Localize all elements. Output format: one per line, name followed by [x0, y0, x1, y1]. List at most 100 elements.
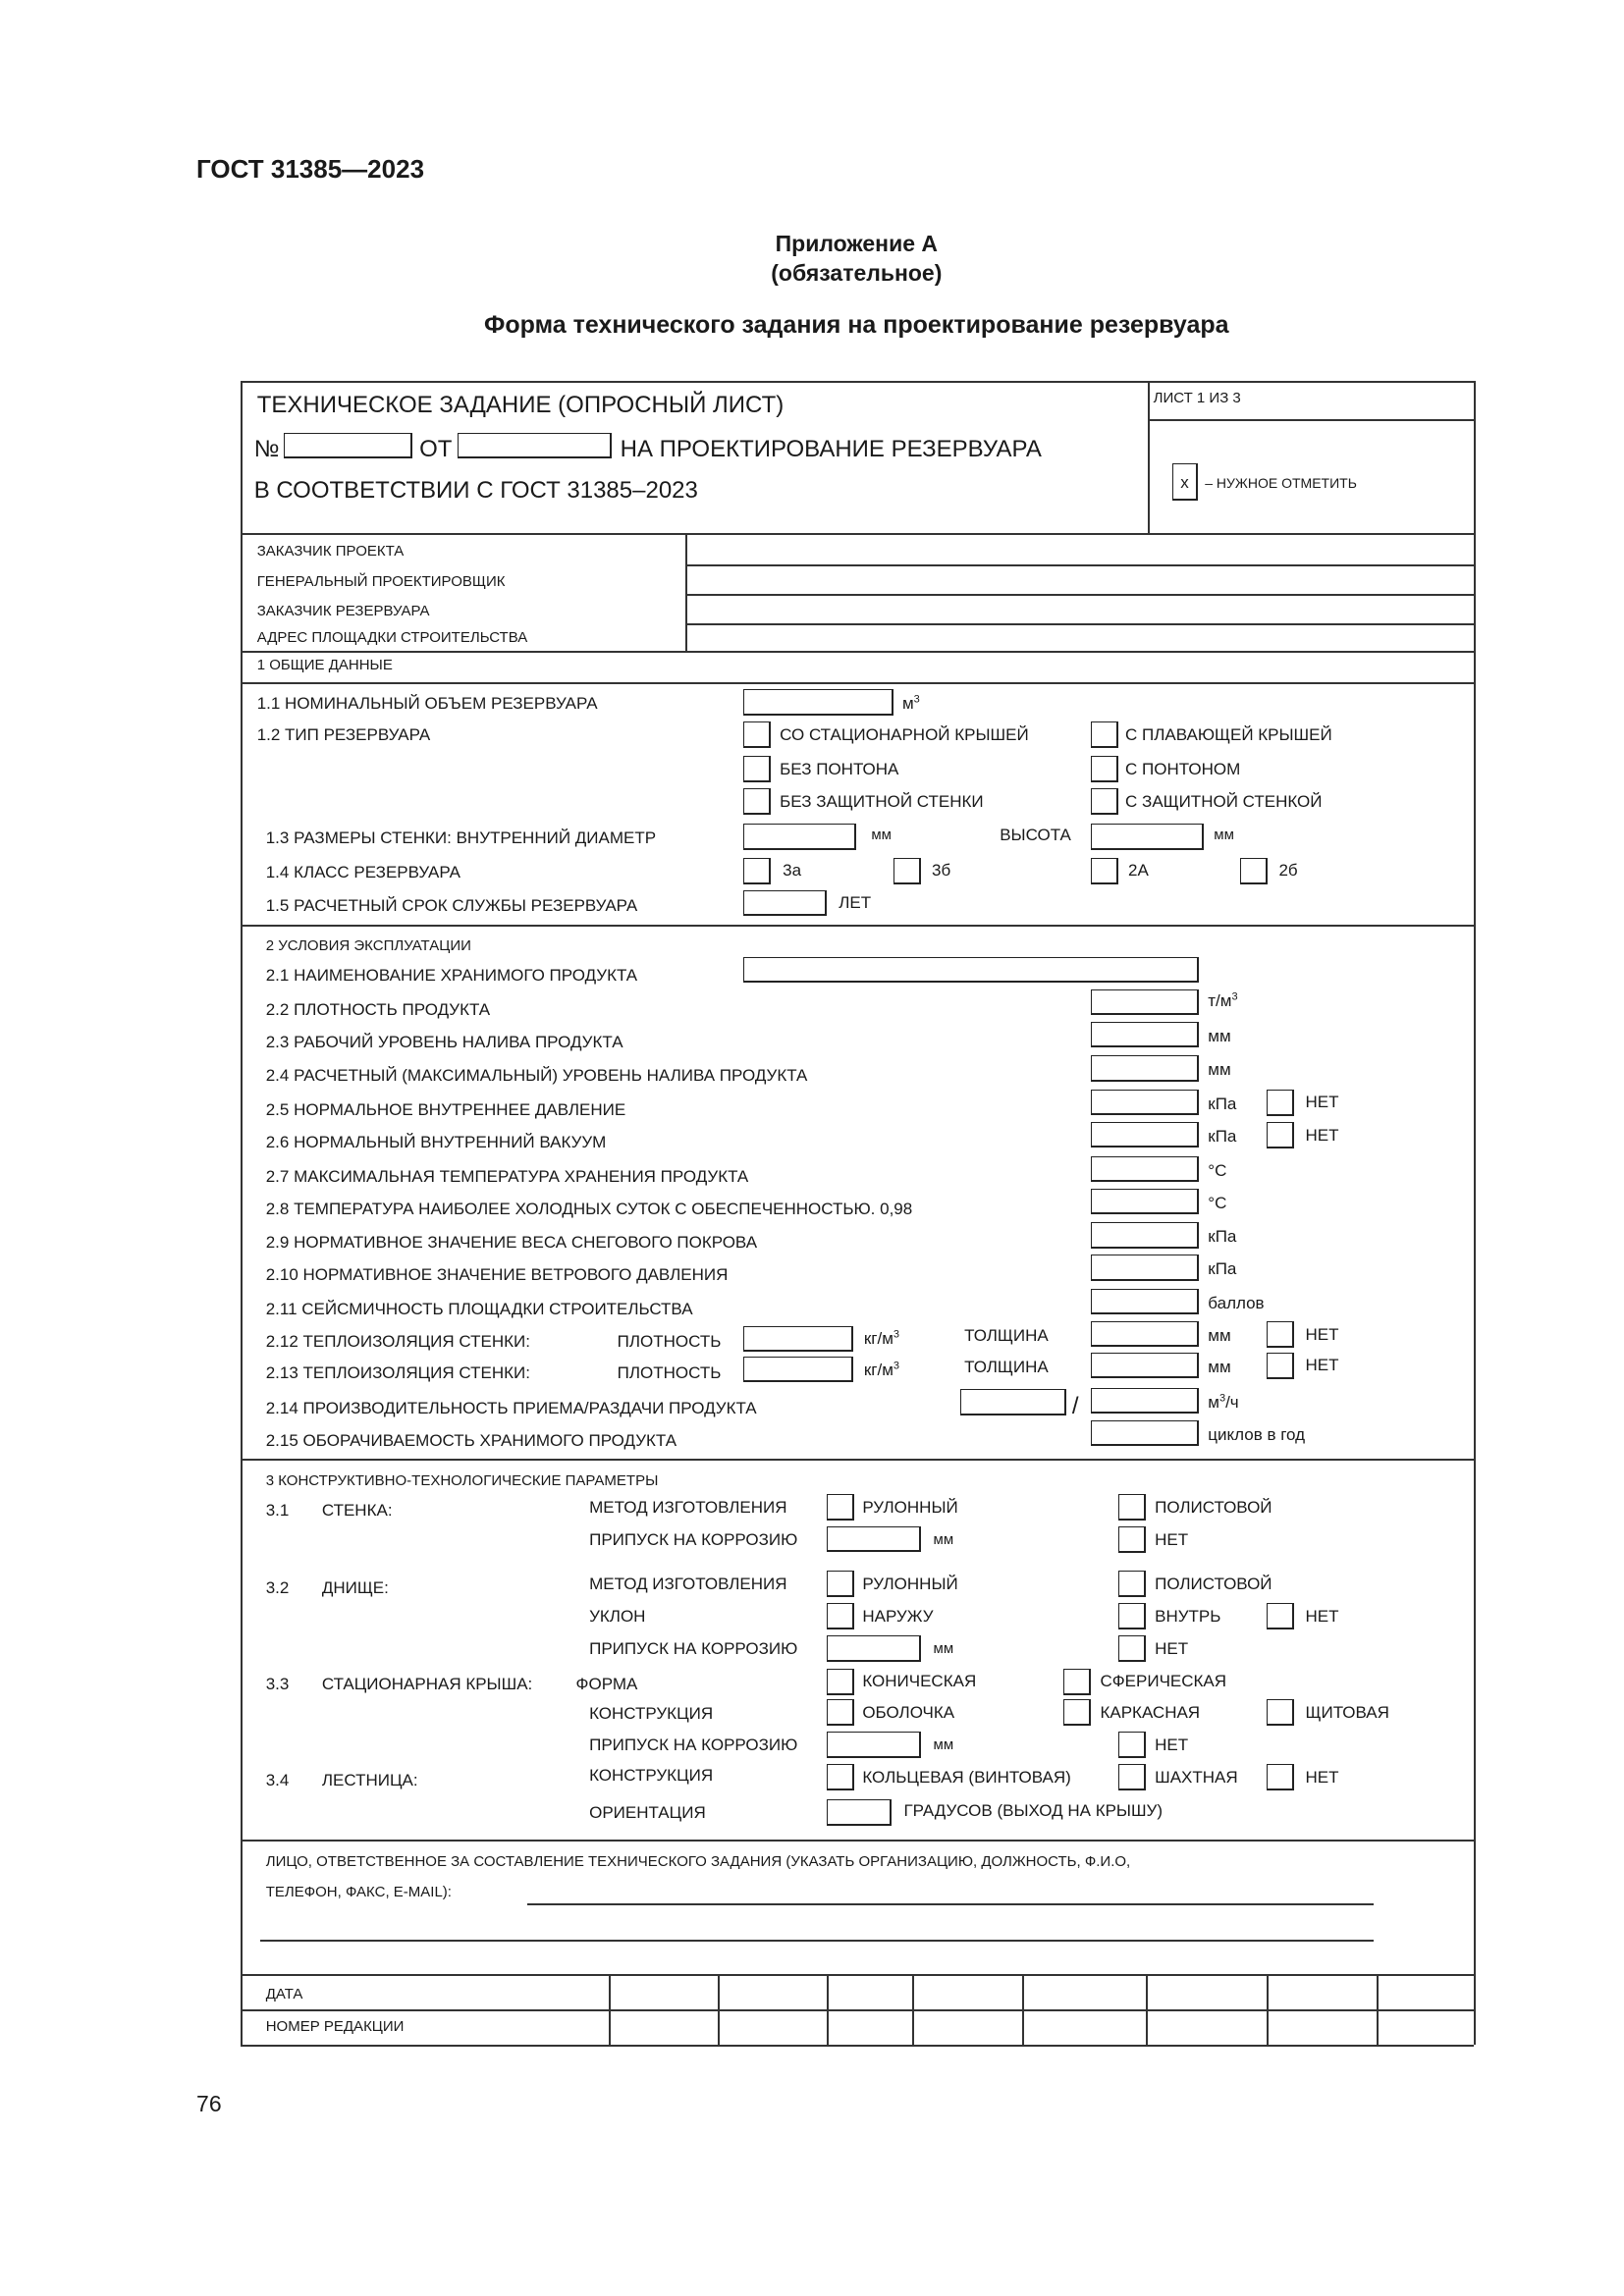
type-option: С ПОНТОНОМ: [1125, 759, 1241, 778]
service-life-input[interactable]: [742, 889, 828, 917]
density-input[interactable]: [742, 1325, 854, 1352]
section-1-title: 1 ОБЩИЕ ДАННЫЕ: [256, 657, 393, 674]
condition-input[interactable]: [1091, 1155, 1200, 1182]
divider: [1147, 381, 1150, 533]
checkbox[interactable]: [827, 1571, 855, 1598]
address-field[interactable]: [688, 624, 1474, 653]
checkbox[interactable]: [1117, 1526, 1146, 1554]
condition-unit: баллов: [1208, 1294, 1265, 1313]
height-input[interactable]: [1091, 824, 1204, 850]
condition-input[interactable]: [1091, 1055, 1200, 1082]
checkbox[interactable]: [1117, 1764, 1146, 1791]
checkbox[interactable]: [1062, 1668, 1091, 1695]
corrosion-input[interactable]: [827, 1526, 922, 1553]
checkbox[interactable]: [1062, 1699, 1091, 1727]
condition-unit: м3/ч: [1208, 1393, 1238, 1413]
shape-label: ФОРМА: [575, 1675, 638, 1694]
option: НЕТ: [1155, 1735, 1189, 1754]
intake-rate-input[interactable]: [959, 1389, 1066, 1415]
mark-example-checkbox: х: [1172, 463, 1198, 501]
type-checkbox[interactable]: [742, 756, 771, 783]
number-label: №: [253, 436, 280, 463]
no-checkbox[interactable]: [1267, 1321, 1295, 1349]
type-checkbox[interactable]: [742, 788, 771, 816]
responsible-input[interactable]: [527, 1875, 1374, 1903]
product-name-label: 2.1 НАИМЕНОВАНИЕ ХРАНИМОГО ПРОДУКТА: [265, 966, 638, 986]
checkbox[interactable]: [1117, 1571, 1146, 1598]
condition-unit: мм: [1208, 1060, 1231, 1080]
no-checkbox[interactable]: [1267, 1122, 1295, 1149]
item-number: 3.4: [265, 1770, 290, 1789]
designer-field[interactable]: [688, 565, 1474, 594]
option: НЕТ: [1305, 1767, 1339, 1787]
method-label: МЕТОД ИЗГОТОВЛЕНИЯ: [589, 1497, 787, 1517]
height-label: ВЫСОТА: [1000, 826, 1071, 845]
condition-label: 2.2 ПЛОТНОСТЬ ПРОДУКТА: [265, 999, 491, 1019]
form-title: ТЕХНИЧЕСКОЕ ЗАДАНИЕ (ОПРОСНЫЙ ЛИСТ): [256, 392, 785, 419]
method-label: МЕТОД ИЗГОТОВЛЕНИЯ: [589, 1574, 787, 1593]
condition-input[interactable]: [1091, 1188, 1200, 1215]
revision-column: [1267, 1973, 1270, 2046]
section-divider: [241, 1458, 1474, 1461]
checkbox[interactable]: [1117, 1635, 1146, 1663]
no-label: НЕТ: [1305, 1093, 1339, 1112]
type-checkbox[interactable]: [1091, 721, 1119, 749]
diameter-input[interactable]: [742, 824, 857, 850]
class-checkbox[interactable]: [742, 857, 771, 884]
density-input[interactable]: [742, 1357, 854, 1383]
condition-input[interactable]: [1091, 1122, 1200, 1148]
checkbox[interactable]: [827, 1764, 855, 1791]
class-checkbox[interactable]: [1240, 857, 1269, 884]
option: ПОЛИСТОВОЙ: [1155, 1574, 1272, 1593]
corrosion-input[interactable]: [827, 1732, 922, 1758]
density-unit: кг/м3: [864, 1329, 899, 1349]
no-checkbox[interactable]: [1267, 1352, 1295, 1379]
checkbox[interactable]: [1117, 1494, 1146, 1522]
product-name-input[interactable]: [742, 956, 1200, 983]
checkbox[interactable]: [1117, 1603, 1146, 1630]
responsible-line: [526, 1902, 1374, 1905]
condition-input[interactable]: [1091, 1352, 1200, 1378]
volume-input[interactable]: [742, 689, 893, 716]
unit-text: т/м: [1208, 990, 1232, 1010]
condition-input[interactable]: [1091, 1387, 1200, 1415]
type-checkbox[interactable]: [1091, 788, 1119, 816]
orientation-input[interactable]: [827, 1799, 893, 1826]
condition-input[interactable]: [1091, 1419, 1200, 1447]
field-line: [684, 622, 1474, 625]
checkbox[interactable]: [1267, 1603, 1295, 1630]
customer-field[interactable]: [688, 534, 1474, 562]
date-input[interactable]: [458, 432, 612, 458]
type-checkbox[interactable]: [742, 721, 771, 749]
checkbox[interactable]: [827, 1699, 855, 1727]
class-checkbox[interactable]: [893, 857, 921, 884]
type-checkbox[interactable]: [1091, 756, 1119, 783]
checkbox[interactable]: [827, 1494, 855, 1522]
page-number: 76: [196, 2091, 222, 2117]
checkbox[interactable]: [827, 1603, 855, 1630]
condition-input[interactable]: [1091, 1255, 1200, 1281]
condition-input[interactable]: [1091, 1222, 1200, 1249]
class-checkbox[interactable]: [1091, 857, 1119, 884]
class-option: 3б: [932, 861, 951, 881]
no-checkbox[interactable]: [1267, 1089, 1295, 1116]
checkbox[interactable]: [827, 1668, 855, 1695]
checkbox[interactable]: [1267, 1764, 1295, 1791]
corrosion-input[interactable]: [827, 1635, 922, 1662]
table-bottom: [241, 2045, 1474, 2048]
checkbox[interactable]: [1117, 1732, 1146, 1759]
party-label: ЗАКАЗЧИК ПРОЕКТА: [256, 543, 405, 561]
revision-column: [827, 1973, 830, 2046]
owner-field[interactable]: [688, 595, 1474, 623]
condition-label: 2.3 РАБОЧИЙ УРОВЕНЬ НАЛИВА ПРОДУКТА: [265, 1032, 623, 1051]
checkbox[interactable]: [1267, 1699, 1295, 1727]
condition-input[interactable]: [1091, 1321, 1200, 1348]
number-input[interactable]: [283, 432, 412, 458]
class-option: 2А: [1128, 861, 1149, 881]
item-number: 3.2: [265, 1578, 290, 1598]
condition-input[interactable]: [1091, 1089, 1200, 1116]
unit-mm: мм: [933, 1735, 954, 1753]
condition-input[interactable]: [1091, 1021, 1200, 1048]
condition-input[interactable]: [1091, 1288, 1200, 1315]
condition-input[interactable]: [1091, 988, 1200, 1015]
